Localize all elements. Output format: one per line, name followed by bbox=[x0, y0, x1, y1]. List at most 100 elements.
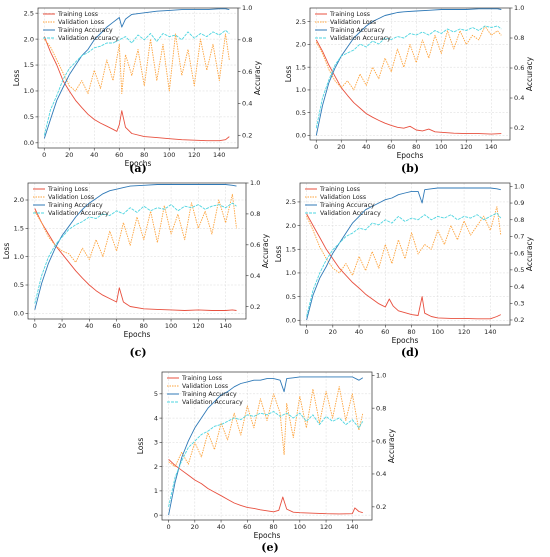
y-axis-label: Loss bbox=[2, 243, 11, 260]
legend-label: Validation Accuracy bbox=[330, 35, 391, 42]
y2-tick-label: 1.0 bbox=[376, 371, 386, 379]
x-tick-label: 20 bbox=[191, 523, 199, 531]
y2-tick-label: 0.2 bbox=[514, 316, 524, 324]
y2-tick-label: 0.8 bbox=[250, 210, 260, 218]
y-tick-label: 0.0 bbox=[14, 310, 24, 318]
legend-label: Validation Accuracy bbox=[48, 210, 109, 217]
plot-frame bbox=[161, 371, 373, 521]
x-tick-label: 100 bbox=[435, 143, 447, 151]
x-tick-label: 0 bbox=[304, 328, 308, 336]
y2-tick-label: 1.0 bbox=[250, 179, 260, 187]
y2-tick-label: 0.6 bbox=[376, 437, 386, 445]
y2-tick-label: 0.4 bbox=[514, 283, 524, 291]
x-tick-label: 0 bbox=[166, 523, 170, 531]
x-tick-label: 20 bbox=[58, 322, 66, 330]
x-tick-label: 120 bbox=[460, 143, 472, 151]
y-tick-label: 1 bbox=[154, 487, 158, 495]
x-tick-label: 40 bbox=[362, 143, 370, 151]
chart-panel-2: 0 20 40 60 80 100 120 140 0.0 0.5 1.0 1.5 2.0 0.2 0.4 0… bbox=[2, 179, 270, 359]
x-tick-label: 80 bbox=[140, 322, 148, 330]
y-tick-label: 0.5 bbox=[24, 113, 34, 121]
y-axis-label: Loss bbox=[274, 246, 283, 263]
x-tick-label: 60 bbox=[112, 322, 120, 330]
series-line-validation-accuracy bbox=[306, 212, 502, 317]
y-tick-label: 5 bbox=[154, 390, 158, 398]
figure-caption: (a) bbox=[129, 162, 147, 175]
series-line-validation-loss bbox=[43, 33, 230, 95]
series-line-training-accuracy bbox=[168, 376, 364, 516]
x-tick-label: 140 bbox=[484, 328, 496, 336]
x-tick-label: 100 bbox=[163, 151, 175, 159]
series-line-validation-loss bbox=[306, 206, 502, 276]
y2-axis-label: Accuracy bbox=[525, 56, 534, 91]
x-axis-label: Epochs bbox=[254, 531, 281, 540]
x-tick-label: 140 bbox=[485, 143, 497, 151]
y-tick-label: 2.5 bbox=[296, 18, 306, 26]
x-axis-label: Epochs bbox=[397, 151, 424, 160]
legend-label: Training Loss bbox=[47, 186, 88, 193]
x-tick-label: 100 bbox=[165, 322, 177, 330]
y-tick-label: 0.0 bbox=[296, 132, 306, 140]
y-tick-label: 0.5 bbox=[14, 281, 24, 289]
x-tick-label: 100 bbox=[432, 328, 444, 336]
y2-tick-label: 1.0 bbox=[514, 4, 524, 12]
legend-label: Validation Loss bbox=[58, 19, 104, 26]
y2-tick-label: 0.2 bbox=[250, 303, 260, 311]
series-line-training-accuracy bbox=[306, 187, 501, 321]
y-tick-label: 1.0 bbox=[296, 86, 306, 94]
y2-tick-label: 0.8 bbox=[514, 216, 524, 224]
y2-tick-label: 0.6 bbox=[514, 64, 524, 72]
y2-tick-label: 1.0 bbox=[514, 183, 524, 191]
y2-axis-label: Accuracy bbox=[525, 236, 534, 271]
x-tick-label: 120 bbox=[320, 523, 332, 531]
y2-tick-label: 0.8 bbox=[376, 404, 386, 412]
y-tick-label: 0.5 bbox=[296, 109, 306, 117]
y-tick-label: 0.5 bbox=[286, 293, 296, 301]
y-tick-label: 4 bbox=[154, 414, 158, 422]
x-tick-label: 20 bbox=[329, 328, 337, 336]
x-tick-label: 120 bbox=[192, 322, 204, 330]
x-tick-label: 60 bbox=[387, 143, 395, 151]
y-tick-label: 1.0 bbox=[24, 87, 34, 95]
series-line-training-accuracy bbox=[34, 184, 237, 310]
y-tick-label: 1.0 bbox=[286, 269, 296, 277]
x-axis-label: Epochs bbox=[392, 336, 419, 345]
series-line-validation-accuracy bbox=[168, 411, 364, 507]
y-tick-label: 1.5 bbox=[286, 245, 296, 253]
x-axis-label: Epochs bbox=[125, 159, 152, 168]
y-tick-label: 2.0 bbox=[296, 41, 306, 49]
plot-frame bbox=[309, 7, 511, 141]
x-tick-label: 0 bbox=[42, 151, 46, 159]
plot-frame bbox=[299, 182, 511, 326]
y-tick-label: 1.5 bbox=[24, 61, 34, 69]
y2-tick-label: 0.8 bbox=[514, 34, 524, 42]
y2-tick-label: 0.4 bbox=[514, 94, 524, 102]
legend-label: Training Loss bbox=[57, 11, 98, 18]
legend-label: Training Accuracy bbox=[57, 27, 113, 34]
figure-caption: (d) bbox=[401, 346, 419, 359]
x-tick-label: 140 bbox=[346, 523, 358, 531]
y2-tick-label: 0.8 bbox=[242, 36, 252, 44]
x-tick-label: 60 bbox=[115, 151, 123, 159]
series-line-training-loss bbox=[34, 208, 237, 311]
y2-axis-label: Accuracy bbox=[387, 428, 396, 463]
y2-tick-label: 0.2 bbox=[376, 503, 386, 511]
series-line-training-loss bbox=[43, 36, 230, 142]
chart-panel-1: 0 20 40 60 80 100 120 140 0.0 0.5 1.0 1.5 2.0 2.5 0.2 0… bbox=[284, 4, 534, 175]
x-tick-label: 80 bbox=[269, 523, 277, 531]
y-tick-label: 2 bbox=[154, 463, 158, 471]
series-line-validation-loss bbox=[34, 193, 237, 263]
y2-tick-label: 0.6 bbox=[250, 241, 260, 249]
y2-tick-label: 0.2 bbox=[242, 131, 252, 139]
y2-tick-label: 0.4 bbox=[250, 272, 260, 280]
legend-label: Training Accuracy bbox=[319, 202, 375, 209]
y2-tick-label: 0.6 bbox=[242, 68, 252, 76]
legend-label: Training Loss bbox=[319, 186, 360, 193]
y-tick-label: 2.0 bbox=[14, 196, 24, 204]
y2-axis-label: Accuracy bbox=[253, 60, 262, 95]
x-tick-label: 20 bbox=[65, 151, 73, 159]
